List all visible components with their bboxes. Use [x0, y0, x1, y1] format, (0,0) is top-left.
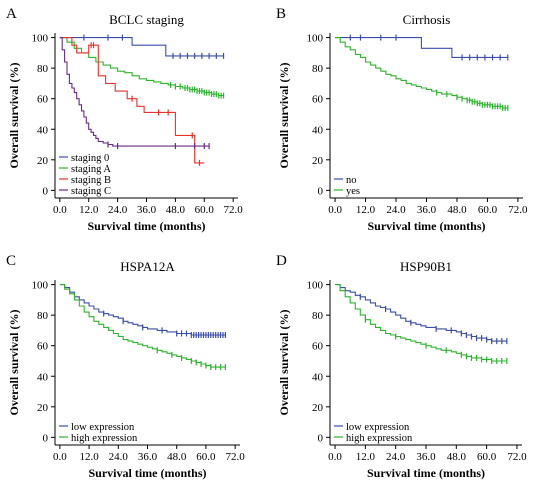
legend-label: low expression — [346, 422, 410, 433]
x-tick-label: 36.0 — [416, 451, 436, 463]
x-tick-label: 24.0 — [109, 451, 129, 463]
x-tick-label: 36.0 — [137, 204, 157, 216]
chart-panel-b: B Cirrhosis 0 20 40 60 80 100 0.0 12.0 24.0 36.0 48.… — [276, 6, 528, 233]
y-tick-label: 60 — [312, 94, 324, 106]
survival-curve-series-1 — [59, 284, 226, 336]
chart-panel-c: C HSPA12A 0 20 40 60 80 100 0.0 12.0 24.0 36.0 48.0 6… — [6, 253, 245, 480]
x-tick-label: 72.0 — [226, 451, 246, 463]
survival-curve-series-2 — [59, 284, 226, 368]
panel-letter: D — [276, 253, 287, 269]
legend-label: no — [346, 175, 357, 186]
legend-label: yes — [346, 186, 360, 197]
legend-label: staging 0 — [71, 153, 109, 164]
y-tick-label: 0 — [43, 185, 49, 197]
y-tick-label: 40 — [312, 371, 324, 383]
survival-curve-series-2 — [59, 37, 224, 97]
x-tick-label: 0.0 — [53, 451, 67, 463]
y-tick-label: 40 — [37, 124, 49, 136]
y-tick-label: 40 — [37, 371, 49, 383]
x-tick-label: 60.0 — [196, 451, 216, 463]
x-tick-label: 12.0 — [356, 451, 376, 463]
y-tick-label: 20 — [37, 155, 49, 167]
x-tick-label: 48.0 — [167, 451, 187, 463]
x-tick-label: 0.0 — [328, 204, 342, 216]
chart-title: BCLC staging — [109, 12, 184, 27]
y-tick-label: 60 — [312, 341, 324, 353]
x-tick-label: 0.0 — [53, 204, 67, 216]
legend-label: low expression — [71, 422, 135, 433]
x-tick-label: 60.0 — [477, 451, 497, 463]
x-tick-label: 24.0 — [108, 204, 128, 216]
legend-label: high expression — [71, 433, 138, 444]
legend-label: staging B — [71, 175, 111, 186]
y-axis-label: Overall survival (%) — [277, 310, 291, 416]
x-tick-label: 36.0 — [138, 451, 158, 463]
chart-panel-d: D HSP90B1 0 20 40 60 80 100 0.0 12.0 24.0 36.0 48.0 6… — [276, 253, 527, 480]
chart-title: Cirrhosis — [403, 12, 451, 27]
survival-curve-series-1 — [335, 37, 508, 58]
y-tick-label: 0 — [318, 432, 324, 444]
y-tick-label: 40 — [312, 124, 324, 136]
y-tick-label: 80 — [37, 310, 49, 322]
x-axis-label: Survival time (months) — [88, 219, 206, 233]
legend-label: staging C — [71, 186, 111, 197]
panel-letter: B — [276, 6, 286, 22]
x-tick-label: 36.0 — [417, 204, 437, 216]
y-tick-label: 80 — [312, 63, 324, 75]
x-tick-label: 12.0 — [79, 204, 99, 216]
survival-curve-series-2 — [335, 284, 507, 362]
y-tick-label: 80 — [37, 63, 49, 75]
y-tick-label: 0 — [43, 432, 49, 444]
y-axis-label: Overall survival (%) — [7, 310, 21, 416]
y-tick-label: 60 — [37, 94, 49, 106]
x-tick-label: 0.0 — [328, 451, 342, 463]
x-tick-label: 12.0 — [356, 204, 376, 216]
panel-letter: C — [6, 253, 16, 269]
legend-label: staging A — [71, 164, 111, 175]
y-tick-label: 100 — [32, 280, 49, 292]
x-tick-label: 24.0 — [386, 451, 406, 463]
x-axis-label: Survival time (months) — [368, 219, 486, 233]
chart-panel-a: A BCLC staging 0 20 40 60 80 100 0.0 12.0 24.0 36.0… — [6, 6, 243, 233]
x-tick-label: 48.0 — [447, 451, 467, 463]
chart-title: HSP90B1 — [400, 259, 452, 274]
y-tick-label: 60 — [37, 341, 49, 353]
y-axis-label: Overall survival (%) — [277, 63, 291, 169]
y-tick-label: 20 — [37, 402, 49, 414]
x-tick-label: 72.0 — [224, 204, 244, 216]
x-tick-label: 48.0 — [447, 204, 467, 216]
y-axis-label: Overall survival (%) — [7, 63, 21, 169]
y-tick-label: 100 — [32, 33, 49, 45]
y-tick-label: 0 — [318, 185, 324, 197]
panel-letter: A — [6, 6, 17, 22]
x-tick-label: 60.0 — [195, 204, 215, 216]
survival-curve-series-1 — [335, 284, 507, 342]
x-tick-label: 24.0 — [386, 204, 406, 216]
x-axis-label: Survival time (months) — [367, 466, 485, 480]
x-tick-label: 72.0 — [507, 451, 527, 463]
x-tick-label: 12.0 — [79, 451, 99, 463]
y-tick-label: 20 — [312, 402, 324, 414]
survival-curve-series-2 — [335, 37, 508, 109]
x-axis-label: Survival time (months) — [89, 466, 207, 480]
y-tick-label: 20 — [312, 155, 324, 167]
y-tick-label: 100 — [307, 280, 324, 292]
legend-label: high expression — [346, 433, 413, 444]
y-tick-label: 80 — [312, 310, 324, 322]
chart-title: HSPA12A — [120, 259, 175, 274]
survival-curve-series-4 — [59, 37, 210, 147]
x-tick-label: 48.0 — [166, 204, 186, 216]
y-tick-label: 100 — [307, 33, 324, 45]
survival-curve-series-3 — [59, 37, 205, 164]
x-tick-label: 72.0 — [508, 204, 528, 216]
survival-curve-series-1 — [59, 37, 224, 57]
x-tick-label: 60.0 — [478, 204, 498, 216]
